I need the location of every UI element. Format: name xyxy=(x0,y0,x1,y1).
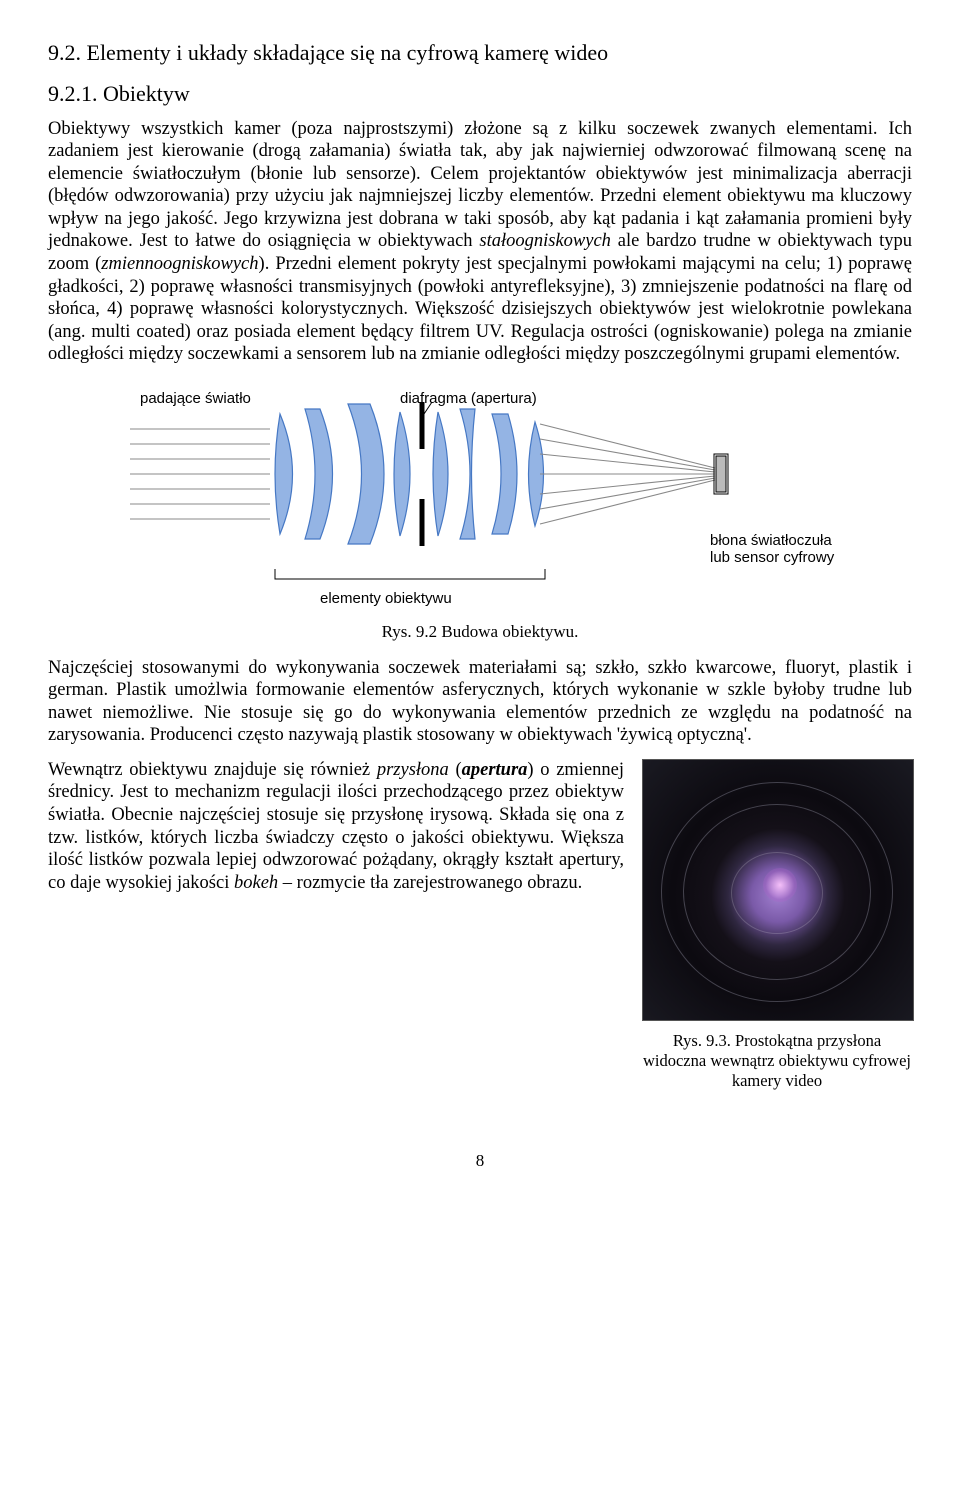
two-column-block: Wewnątrz obiektywu znajduje się również … xyxy=(48,759,912,1105)
label-sensor: błona światłoczuła lub sensor cyfrowy xyxy=(710,532,834,567)
lens-group-front xyxy=(275,404,410,544)
page-number: 8 xyxy=(48,1151,912,1172)
section-title: 9.2. Elementy i układy składające się na… xyxy=(48,40,912,67)
figure-2-caption: Rys. 9.3. Prostokątna przysłona widoczna… xyxy=(642,1031,912,1091)
p1-italic-1: stałoogniskowych xyxy=(479,231,611,251)
paragraph-2: Najczęściej stosowanymi do wykonywania s… xyxy=(48,657,912,747)
label-incident-light: padające światło xyxy=(140,390,251,408)
label-aperture: diafragma (apertura) xyxy=(400,390,537,408)
diagram-svg xyxy=(120,384,840,614)
paragraph-1: Obiektywy wszystkich kamer (poza najpros… xyxy=(48,118,912,366)
lens-group-rear xyxy=(433,409,544,539)
sensor-rect xyxy=(716,456,726,492)
figure-1-caption: Rys. 9.2 Budowa obiektywu. xyxy=(48,622,912,643)
p3-text-b: ( xyxy=(449,760,462,780)
p3-italic-1: przysłona xyxy=(377,760,449,780)
paragraph-3: Wewnątrz obiektywu znajduje się również … xyxy=(48,759,624,894)
p3-text-a: Wewnątrz obiektywu znajduje się również xyxy=(48,760,377,780)
label-sensor-line1: błona światłoczuła xyxy=(710,532,832,549)
aperture-photo xyxy=(642,759,914,1021)
p3-italic-2: bokeh xyxy=(234,873,278,893)
elements-bracket xyxy=(275,569,545,579)
lens-diagram: padające światło diafragma (apertura) bł… xyxy=(120,384,840,614)
p3-bold: apertura xyxy=(462,760,528,780)
figure-1: padające światło diafragma (apertura) bł… xyxy=(48,384,912,614)
converging-rays xyxy=(540,424,715,524)
label-sensor-line2: lub sensor cyfrowy xyxy=(710,549,834,566)
subsection-title: 9.2.1. Obiektyw xyxy=(48,81,912,108)
incident-rays xyxy=(130,429,270,519)
label-elements: elementy obiektywu xyxy=(320,590,452,608)
p1-italic-2: zmiennoogniskowych xyxy=(101,254,258,274)
p3-text-d: – rozmycie tła zarejestrowanego obrazu. xyxy=(278,873,582,893)
